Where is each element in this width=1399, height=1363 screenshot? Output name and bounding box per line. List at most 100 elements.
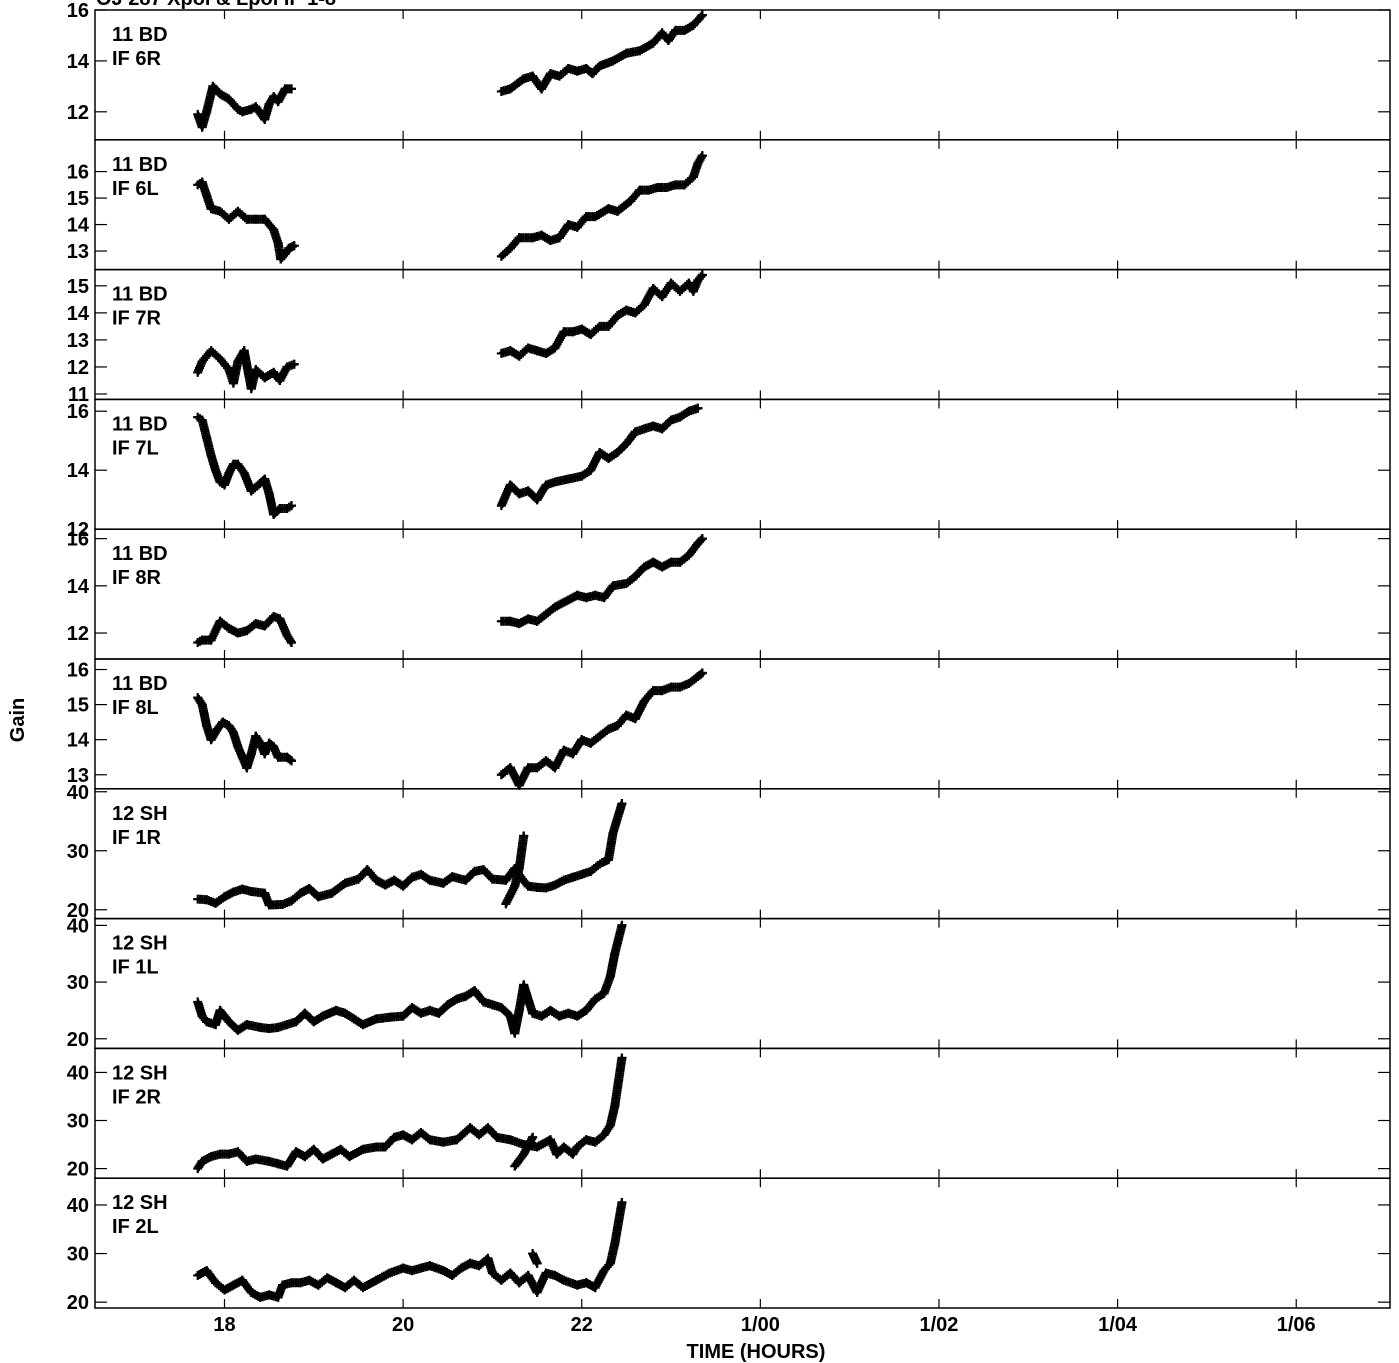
y-tick-label: 14 [67,51,90,73]
x-tick-label: 1/00 [741,1314,780,1336]
panel-label-if: IF 6R [112,48,161,70]
data-point-marker [617,1198,627,1208]
panel-label-if: IF 2R [112,1086,161,1108]
data-point-marker [286,756,296,766]
y-tick-label: 14 [67,303,90,325]
data-point-marker [617,1053,627,1063]
data-point-marker [617,920,627,930]
data-point-marker [697,270,707,280]
panel-label-if: IF 7L [112,437,159,459]
x-tick-label: 18 [213,1314,235,1336]
panel-label-if: IF 8R [112,567,161,589]
y-tick-label: 40 [67,915,89,937]
y-tick-label: 13 [67,330,89,352]
data-point-marker [696,272,706,282]
panel-frame [94,268,1391,401]
chart-header: OJ 287 Xpol & Lpol IF 1-8 [96,0,336,11]
y-tick-label: 16 [67,660,89,682]
y-tick-label: 14 [67,215,90,237]
panel-label-station: 11 BD [112,284,168,306]
x-axis-label: TIME (HOURS) [687,1341,826,1363]
data-point-marker [696,12,706,22]
data-point-marker [697,10,707,20]
data-point-marker [697,534,707,544]
y-tick-label: 20 [67,1029,89,1051]
data-point-marker [286,637,296,647]
y-tick-label: 12 [67,102,89,124]
panel-frame [94,1177,1391,1309]
y-tick-label: 30 [67,1244,89,1266]
panel-label-station: 12 SH [112,933,168,955]
y-tick-label: 20 [67,1292,89,1314]
y-tick-label: 20 [67,900,89,922]
y-tick-label: 14 [67,460,90,482]
panel-label-station: 12 SH [112,803,168,825]
panel-label-station: 11 BD [112,413,168,435]
panel-frame [94,917,1391,1050]
y-tick-label: 40 [67,1195,89,1217]
x-tick-label: 1/06 [1277,1314,1316,1336]
data-point-marker [617,799,627,809]
data-point-marker [519,831,529,841]
panel-label-station: 12 SH [112,1062,168,1084]
y-tick-label: 40 [67,1062,89,1084]
data-point-marker [697,668,707,678]
panel-label-station: 11 BD [112,154,168,176]
data-point-marker [696,535,706,545]
data-point-marker [693,403,703,413]
data-point-marker [286,501,296,511]
data-point-marker [285,636,295,646]
y-tick-label: 14 [67,576,90,598]
y-tick-label: 13 [67,765,89,787]
data-point-marker [289,359,299,369]
y-tick-label: 16 [67,0,89,22]
y-tick-label: 20 [67,1159,89,1181]
x-tick-label: 20 [392,1314,414,1336]
panel-label-if: IF 8L [112,697,159,719]
panel-label-if: IF 7R [112,308,161,330]
data-point-marker [289,241,299,251]
y-tick-label: 12 [67,357,89,379]
panel-label-station: 12 SH [112,1192,168,1214]
panel-frame [94,9,1391,141]
y-tick-label: 15 [67,695,89,717]
panel-label-station: 11 BD [112,543,168,565]
x-tick-label: 1/04 [1098,1314,1138,1336]
data-point-marker [286,84,296,94]
y-tick-label: 14 [67,730,90,752]
y-tick-label: 16 [67,401,89,423]
data-point-marker [528,1132,538,1142]
y-tick-label: 40 [67,782,89,804]
y-tick-label: 11 [68,384,89,406]
x-tick-label: 22 [571,1314,593,1336]
y-tick-label: 12 [67,519,89,541]
data-point-marker [285,755,295,765]
y-tick-label: 13 [67,241,89,263]
y-axis-label: Gain [7,698,29,742]
y-tick-label: 30 [67,841,89,863]
y-tick-label: 15 [67,188,89,210]
panel-label-station: 11 BD [112,673,168,695]
panel-frame [94,658,1391,790]
data-point-marker [532,1258,542,1268]
y-tick-label: 30 [67,972,89,994]
y-tick-label: 16 [67,529,89,551]
y-tick-label: 16 [67,162,89,184]
y-tick-label: 12 [67,623,89,645]
data-point-marker [696,669,706,679]
x-tick-label: 1/02 [920,1314,959,1336]
y-tick-label: 15 [67,276,89,298]
data-point-marker [697,151,707,161]
panel-label-if: IF 1R [112,827,161,849]
panel-label-if: IF 1L [112,957,159,979]
